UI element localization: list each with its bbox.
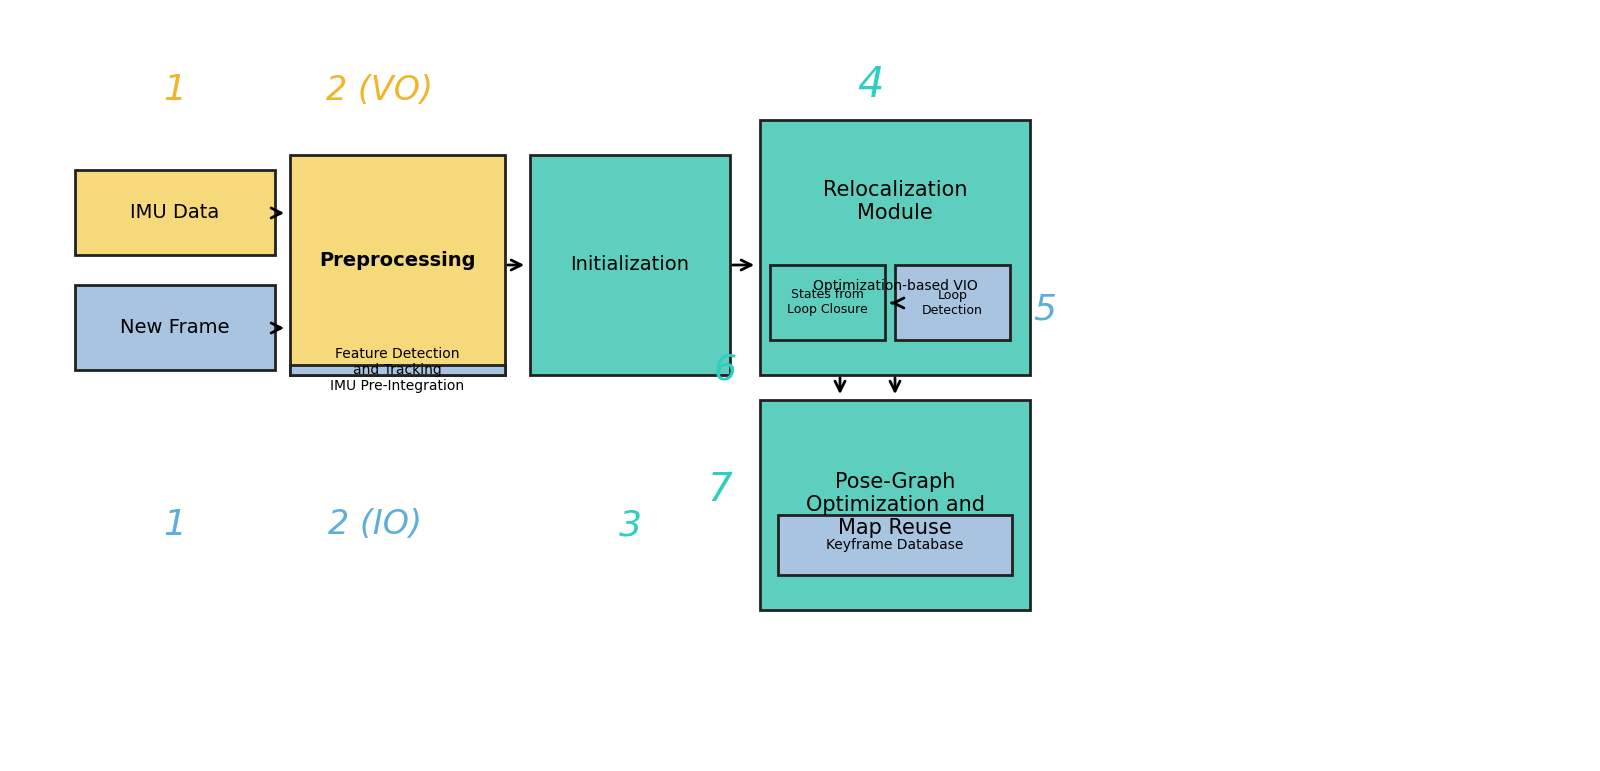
Bar — [770, 265, 885, 340]
Text: IMU Data: IMU Data — [130, 203, 219, 222]
Text: Feature Detection
and Tracking
IMU Pre-Integration: Feature Detection and Tracking IMU Pre-I… — [331, 347, 464, 393]
Text: 7: 7 — [707, 471, 733, 509]
Text: Relocalization
Module: Relocalization Module — [822, 180, 968, 223]
Bar — [290, 365, 506, 375]
Text: 4: 4 — [856, 64, 883, 106]
Bar — [75, 170, 275, 255]
Text: New Frame: New Frame — [120, 318, 230, 337]
Bar — [530, 155, 730, 375]
Text: 1: 1 — [163, 508, 187, 542]
Text: Preprocessing: Preprocessing — [320, 251, 475, 270]
Bar — [290, 155, 506, 375]
Bar — [760, 120, 1030, 375]
Text: Optimization-based VIO: Optimization-based VIO — [813, 279, 978, 293]
Text: 6: 6 — [714, 353, 736, 387]
Text: 2 (IO): 2 (IO) — [328, 509, 422, 541]
Bar — [760, 400, 1030, 610]
Text: Loop
Detection: Loop Detection — [922, 288, 982, 317]
Text: 1: 1 — [163, 73, 187, 107]
Text: Initialization: Initialization — [571, 255, 690, 274]
Text: States from
Loop Closure: States from Loop Closure — [787, 288, 867, 317]
Bar — [75, 285, 275, 370]
Text: Pose-Graph
Optimization and
Map Reuse: Pose-Graph Optimization and Map Reuse — [805, 472, 984, 538]
Bar — [894, 265, 1010, 340]
Text: Keyframe Database: Keyframe Database — [826, 538, 963, 552]
Text: 2 (VO): 2 (VO) — [326, 73, 434, 106]
Text: 3: 3 — [619, 508, 642, 542]
Bar — [778, 515, 1013, 575]
Text: 5: 5 — [1034, 293, 1056, 327]
